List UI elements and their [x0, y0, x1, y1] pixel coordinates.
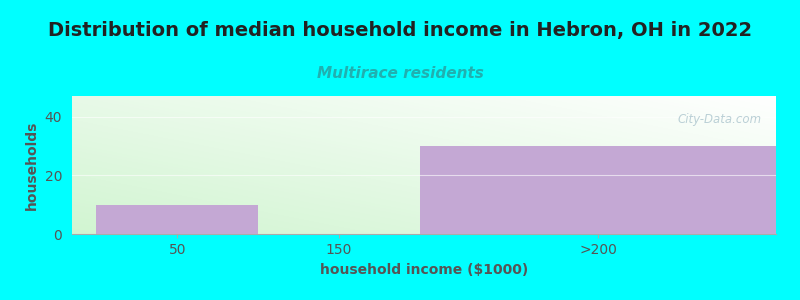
- Text: Multirace residents: Multirace residents: [317, 66, 483, 81]
- Bar: [96, 205, 258, 234]
- Bar: [420, 146, 776, 234]
- X-axis label: household income ($1000): household income ($1000): [320, 262, 528, 277]
- Text: City-Data.com: City-Data.com: [678, 112, 762, 126]
- Y-axis label: households: households: [26, 120, 39, 210]
- Text: Distribution of median household income in Hebron, OH in 2022: Distribution of median household income …: [48, 21, 752, 40]
